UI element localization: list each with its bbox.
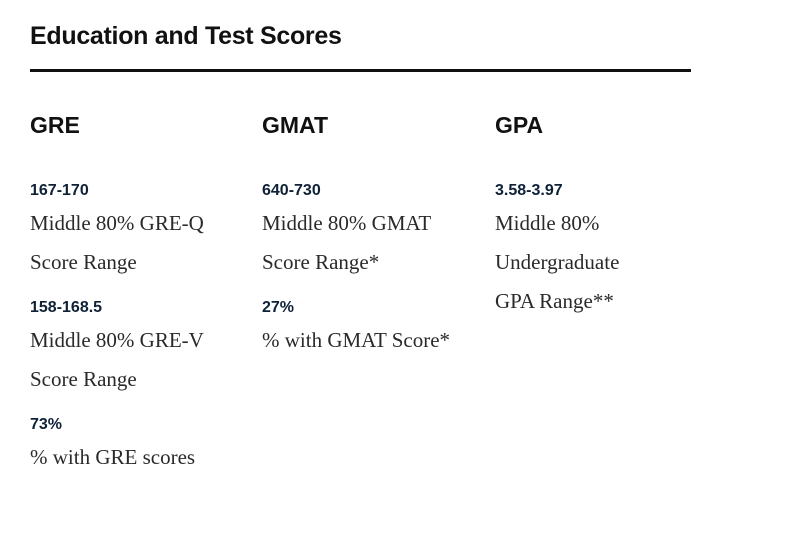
- stat-value: 167-170: [30, 182, 89, 199]
- stat-description: Middle 80% GRE-V Score Range: [30, 328, 204, 391]
- gre-column: GRE 167-170 Middle 80% GRE-Q Score Range…: [30, 110, 250, 492]
- gre-heading: GRE: [30, 112, 80, 138]
- gpa-range-stat: 3.58-3.97 Middle 80% Undergraduate GPA R…: [495, 180, 715, 321]
- stat-description: % with GMAT Score*: [262, 328, 451, 352]
- gpa-heading: GPA: [495, 112, 544, 138]
- stat-description: % with GRE scores: [30, 445, 196, 469]
- stat-value: 640-730: [262, 182, 321, 199]
- section-title: Education and Test Scores: [30, 22, 342, 50]
- gpa-column: GPA 3.58-3.97 Middle 80% Undergraduate G…: [495, 110, 715, 336]
- gmat-heading: GMAT: [262, 112, 329, 138]
- gre-share-stat: 73% % with GRE scores: [30, 414, 250, 477]
- stat-description: Middle 80% GRE-Q Score Range: [30, 211, 204, 274]
- stat-description: Middle 80% GMAT Score Range*: [262, 211, 431, 274]
- gre-q-stat: 167-170 Middle 80% GRE-Q Score Range: [30, 180, 250, 282]
- gmat-range-stat: 640-730 Middle 80% GMAT Score Range*: [262, 180, 482, 282]
- gre-v-stat: 158-168.5 Middle 80% GRE-V Score Range: [30, 297, 250, 399]
- stat-value: 3.58-3.97: [495, 182, 563, 199]
- stat-value: 27%: [262, 299, 295, 316]
- gmat-share-stat: 27% % with GMAT Score*: [262, 297, 482, 360]
- stat-value: 158-168.5: [30, 299, 103, 316]
- gmat-column: GMAT 640-730 Middle 80% GMAT Score Range…: [262, 110, 482, 375]
- title-divider: [30, 69, 691, 72]
- stat-value: 73%: [30, 416, 63, 433]
- stat-description: Middle 80% Undergraduate GPA Range**: [495, 211, 620, 313]
